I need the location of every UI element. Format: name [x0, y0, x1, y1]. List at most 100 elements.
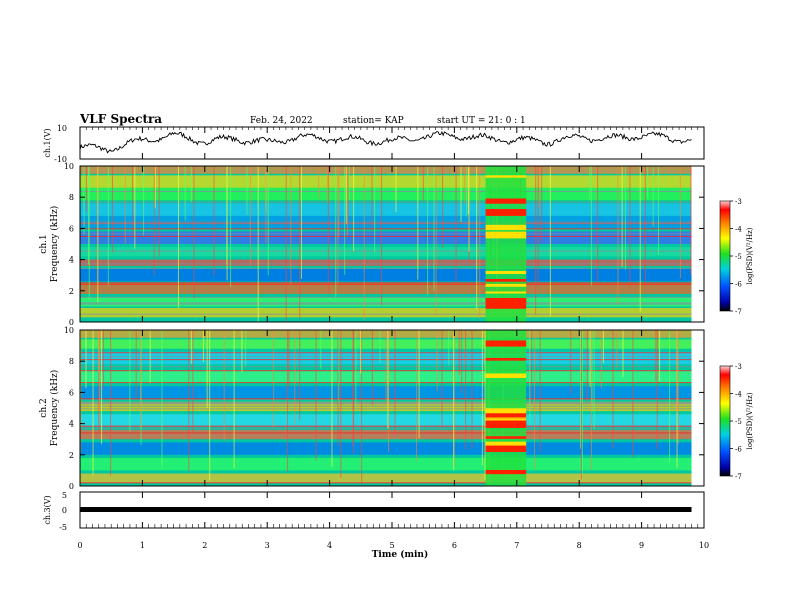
spectrogram-streak — [624, 166, 626, 270]
ch2-colorbar-tick-label: -3 — [735, 363, 742, 371]
spectrogram-streak — [433, 166, 435, 292]
spectrogram-streak — [589, 166, 591, 200]
ch1-spec-ylabel-2: Frequency (kHz) — [49, 206, 60, 283]
spectrogram-streak — [107, 166, 109, 286]
spectrogram-streak — [669, 330, 671, 464]
spectrogram-tone-line — [80, 296, 704, 298]
ch1-ytick-top: 10 — [57, 124, 67, 133]
spectrogram-streak — [417, 166, 419, 280]
spectrogram-streak — [327, 166, 329, 294]
ch2-spec-ytick-label: 0 — [69, 482, 74, 491]
spectrogram-band — [80, 203, 704, 216]
spectrogram-tone-line — [80, 427, 704, 429]
spectrogram-tone-line — [80, 190, 704, 192]
spectrogram-streak — [154, 166, 156, 209]
spectrogram-streak — [593, 330, 595, 430]
spectrogram-streak — [230, 166, 232, 287]
spectrogram-tone-line — [80, 250, 704, 252]
spectrogram-band — [80, 386, 704, 399]
spectrogram-streak — [371, 330, 373, 406]
spectrogram-streak — [85, 166, 87, 212]
spectrogram-band — [80, 351, 704, 365]
spectrogram-streak — [533, 330, 535, 470]
spectrogram-streak — [299, 166, 301, 319]
spectrogram-streak — [416, 330, 418, 462]
spectrogram-streak — [453, 330, 455, 471]
spectrogram-burst-band — [485, 209, 527, 216]
spectrogram-streak — [612, 330, 614, 449]
spectrogram-tone-line — [80, 303, 704, 305]
spectrogram-streak — [652, 166, 654, 227]
spectrogram-streak — [616, 330, 618, 368]
spectrogram-burst — [485, 330, 527, 486]
spectrogram-burst-band — [485, 373, 527, 378]
spectrogram-band — [80, 175, 704, 188]
spectrogram-streak — [435, 166, 437, 316]
spectrogram-band — [80, 231, 704, 244]
ch2-spec-ytick-label: 10 — [64, 326, 74, 335]
ch1-colorbar-tick-label: -4 — [735, 226, 742, 234]
spectrogram-streak — [140, 330, 142, 445]
spectrogram-streak — [677, 330, 679, 445]
spectrogram-streak — [287, 330, 289, 473]
spectrogram-streak — [679, 166, 681, 279]
spectrogram-tone-line — [80, 233, 704, 235]
spectrogram-streak — [381, 166, 383, 306]
ch1-colorbar-tick-label: -3 — [735, 198, 742, 206]
spectrogram-streak — [246, 166, 248, 215]
spectrogram-streak — [294, 330, 296, 426]
x-tick-label: 8 — [577, 541, 582, 550]
spectrogram-band — [80, 370, 704, 384]
spectrogram-streak — [622, 330, 624, 378]
spectrogram-streak — [140, 330, 142, 429]
spectrogram-streak — [347, 166, 349, 223]
spectrogram-streak — [460, 166, 462, 222]
spectrogram-streak — [206, 330, 208, 408]
spectrogram-burst-band — [485, 302, 527, 309]
spectrogram-streak — [590, 166, 592, 286]
spectrogram-streak — [338, 330, 340, 408]
spectrogram-tone-line — [80, 432, 704, 434]
spectrogram-band — [80, 339, 704, 349]
spectrogram-band — [80, 259, 704, 266]
spectrogram-streak — [591, 330, 593, 413]
spectrogram-tone-line — [80, 403, 704, 405]
spectrogram-streak — [300, 166, 302, 279]
spectrogram-streak — [320, 330, 322, 369]
spectrogram-streak — [202, 330, 204, 362]
spectrogram-streak — [580, 330, 582, 449]
spectrogram-streak — [394, 330, 396, 436]
spectrogram-tone-line — [80, 283, 704, 285]
spectrogram-tone-line — [80, 370, 704, 372]
ch1-spectrogram-panel: 0 2 4 6 8 10 ch.1 Frequency (kHz) — [39, 162, 705, 327]
ch2-colorbar-label: log(PSD)(V²/Hz) — [746, 392, 754, 449]
spectrogram-tone-line — [80, 382, 704, 384]
spectrogram-streak — [265, 166, 267, 244]
ch2-colorbar-tick-label: -5 — [735, 418, 742, 426]
spectrogram-streak — [461, 330, 463, 394]
spectrogram-streak — [448, 330, 450, 366]
ch2-colorbar-tick-label: -6 — [735, 446, 742, 454]
spectrogram-burst-band — [485, 271, 527, 275]
ch2-spec-ytick-label: 6 — [69, 388, 74, 397]
spectrogram-burst-band — [485, 278, 527, 282]
spectrogram-streak — [213, 166, 215, 276]
ch1-spec-ytick-label: 6 — [69, 224, 74, 233]
spectrogram-band — [80, 247, 704, 257]
spectrogram-burst-band — [485, 231, 527, 239]
spectrogram-burst-band — [485, 408, 527, 415]
spectrogram-streak — [581, 330, 583, 476]
ch2-spec-ylabel-1: ch.2 — [39, 398, 49, 417]
spectrogram-tone-line — [80, 267, 704, 269]
spectrogram-band — [80, 307, 704, 318]
spectrogram-streak — [267, 166, 269, 276]
spectrogram-streak — [288, 330, 290, 387]
spectrogram-streak — [161, 330, 163, 469]
spectrogram-streak — [387, 330, 389, 429]
spectrogram-burst-band — [485, 420, 527, 424]
spectrogram-streak — [529, 330, 531, 426]
ch1-spec-ylabel-1: ch.1 — [39, 234, 49, 253]
spectrogram-streak — [149, 330, 151, 383]
spectrogram-band — [80, 297, 704, 307]
spectrogram-tone-line — [80, 356, 704, 358]
